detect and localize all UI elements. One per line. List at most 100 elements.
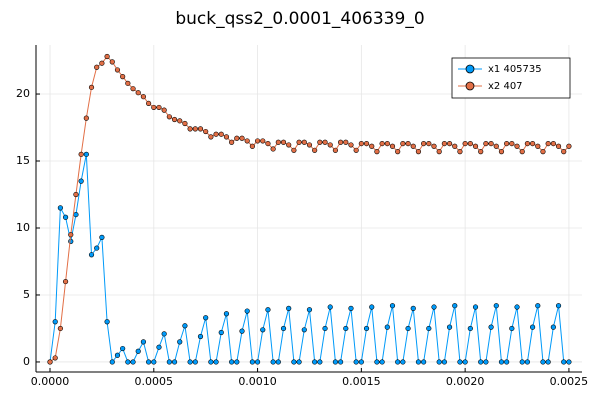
marker [509, 140, 515, 147]
x-tick-label: 0.0015 [342, 375, 381, 388]
marker [291, 359, 297, 365]
marker [83, 151, 89, 157]
marker [203, 128, 209, 135]
marker [156, 104, 162, 111]
marker [338, 359, 344, 365]
marker [296, 359, 302, 365]
marker [135, 90, 141, 96]
marker [99, 234, 105, 240]
marker [130, 359, 136, 365]
marker [384, 140, 390, 147]
marker [389, 143, 396, 149]
marker [452, 143, 458, 149]
marker [166, 114, 172, 120]
marker [410, 305, 416, 311]
marker [488, 140, 494, 147]
marker [561, 149, 567, 155]
marker [493, 303, 499, 309]
marker [146, 359, 152, 365]
marker [140, 339, 147, 345]
marker [135, 348, 141, 354]
marker [332, 359, 339, 365]
x-tick-label: 0.0020 [446, 375, 485, 388]
marker [509, 325, 515, 332]
marker [192, 126, 198, 132]
marker [550, 324, 556, 330]
marker [504, 140, 510, 147]
marker [182, 323, 188, 329]
marker [369, 304, 375, 310]
marker [529, 140, 536, 147]
marker [249, 143, 255, 149]
marker [467, 325, 473, 332]
marker [524, 359, 531, 365]
marker [317, 139, 323, 145]
marker [348, 142, 354, 148]
marker [467, 140, 473, 147]
marker [358, 359, 364, 365]
marker [114, 67, 121, 73]
marker [94, 245, 100, 251]
marker [535, 143, 541, 149]
marker [478, 149, 484, 155]
marker [493, 143, 499, 149]
marker [109, 59, 115, 65]
marker [197, 126, 204, 132]
marker [348, 305, 354, 311]
x-tick-label: 0.0025 [550, 375, 589, 388]
marker [514, 304, 520, 310]
marker [462, 359, 468, 365]
marker [317, 359, 323, 365]
marker [301, 139, 307, 145]
marker [410, 143, 416, 149]
marker [83, 115, 89, 121]
marker [125, 359, 131, 365]
legend-label: x2 407 [488, 81, 523, 92]
marker [218, 131, 224, 137]
marker [156, 344, 162, 350]
marker [68, 238, 74, 244]
marker [223, 311, 230, 317]
marker [213, 131, 219, 137]
marker [498, 149, 505, 155]
marker [286, 305, 292, 311]
marker [234, 359, 240, 365]
x-tick-label: 0.0010 [238, 375, 277, 388]
marker [73, 191, 79, 198]
marker [415, 359, 422, 365]
marker [229, 139, 235, 145]
marker [57, 205, 63, 211]
marker [161, 331, 167, 337]
marker [379, 359, 385, 365]
marker [177, 339, 183, 345]
marker [187, 126, 193, 132]
marker [405, 325, 411, 332]
marker [146, 100, 152, 107]
marker [280, 139, 287, 145]
marker [254, 138, 261, 144]
marker [52, 319, 58, 325]
marker [441, 140, 447, 147]
marker [353, 147, 359, 153]
marker [561, 359, 567, 365]
marker [57, 325, 63, 332]
marker [384, 324, 390, 330]
marker [545, 359, 551, 365]
marker [218, 329, 224, 336]
marker [540, 359, 546, 365]
legend-marker [465, 64, 475, 74]
marker [322, 325, 328, 332]
marker [312, 359, 318, 365]
marker [462, 140, 468, 147]
marker [291, 147, 297, 153]
marker [166, 359, 172, 365]
marker [239, 135, 245, 141]
marker [260, 138, 266, 144]
marker [254, 359, 261, 365]
marker [296, 139, 302, 145]
marker [177, 118, 183, 124]
marker [395, 149, 401, 155]
marker [555, 303, 562, 309]
marker [260, 327, 266, 333]
